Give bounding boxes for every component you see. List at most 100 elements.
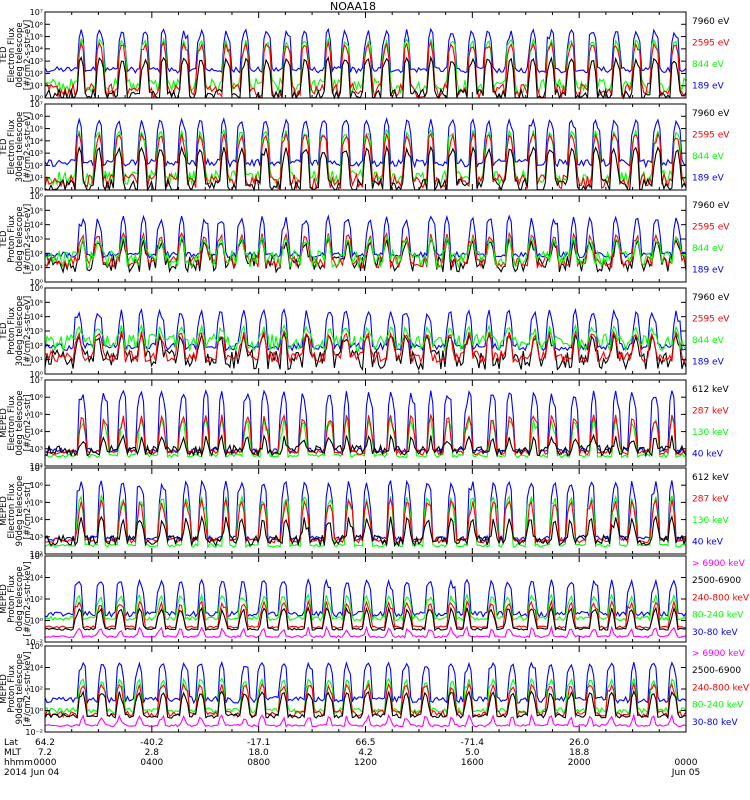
- series-2-2595-ev: [44, 131, 687, 190]
- y-tick-label: 10³: [30, 149, 43, 158]
- legend-entry: 844 eV: [692, 244, 725, 254]
- y-axis-label-line: 0deg telescope: [15, 390, 25, 455]
- y-axis-label-line: [#/cm2-s-str]: [23, 483, 33, 540]
- x-axis-time-label: 0000: [675, 758, 698, 768]
- legend-entry: 7960 eV: [692, 109, 730, 119]
- y-axis-label: MEPEDProton Flux90deg telescope[#/cm2-s-…: [0, 652, 33, 727]
- legend-entry: 40 keV: [692, 450, 724, 460]
- x-axis-time-label: 1600: [461, 758, 484, 768]
- y-tick-label: 10⁰: [30, 707, 43, 716]
- y-tick-label: 10⁶: [30, 192, 43, 201]
- legend-entry: 240-800 keV: [692, 593, 750, 603]
- y-axis-label-line: [#/cm2-s-str-keV]: [23, 562, 33, 637]
- y-tick-label: 10⁴: [30, 137, 43, 146]
- legend-entry: 287 keV: [692, 407, 729, 417]
- x-axis-row-label: 2014: [4, 768, 27, 778]
- y-axis-label-line: TED: [0, 230, 9, 249]
- panel-4: 10⁰ 10¹ 10² 10³ 10⁴ 10⁵ 10⁶ TEDProton Flux30deg…: [0, 284, 730, 379]
- x-axis-row-label: MLT: [4, 748, 22, 758]
- y-tick-label: 10²: [30, 462, 43, 471]
- y-tick-label: 10⁻²: [25, 638, 43, 647]
- y-axis-label-line: Proton Flux: [7, 215, 17, 263]
- y-tick-label: 10⁶: [30, 552, 43, 561]
- y-axis-label-line: Electron Flux: [7, 27, 17, 82]
- panel-5: 10² 10³ 10⁴ 10⁵ 10⁶ 10⁷ MEPEDElectron Flux0deg…: [0, 376, 729, 471]
- legend-entry: 7960 eV: [692, 201, 730, 211]
- x-axis-lat-label: -71.4: [461, 738, 485, 748]
- legend-entry: 2500-6900: [692, 576, 741, 586]
- y-tick-label: 10⁵: [30, 125, 43, 134]
- y-tick-label: 10⁶: [30, 284, 43, 293]
- series-6-612-kev: [44, 514, 687, 548]
- y-tick-label: 10⁴: [30, 574, 43, 583]
- y-tick-label: 10⁶: [30, 642, 43, 651]
- x-axis-mlt-label: 4.2: [358, 748, 372, 758]
- x-axis-mlt-label: 7.2: [38, 748, 52, 758]
- y-axis-label-line: Proton Flux: [7, 575, 17, 623]
- legend-entry: 2595 eV: [692, 315, 730, 325]
- page-title: NOAA18: [330, 0, 377, 13]
- y-tick-label: 10⁴: [30, 516, 43, 525]
- y-axis-label-line: Electron Flux: [7, 483, 17, 538]
- legend-entry: 130 keV: [692, 516, 729, 526]
- y-axis-label: MEPEDElectron Flux0deg telescope[#/cm2-s…: [0, 390, 33, 455]
- legend-entry: 240-800 keV: [692, 683, 750, 693]
- y-tick-label: 10¹: [30, 174, 43, 183]
- y-tick-label: 10⁰: [30, 278, 43, 287]
- y-tick-label: 10²: [30, 685, 43, 694]
- y-tick-label: 10⁶: [30, 20, 43, 29]
- y-tick-label: 10⁶: [30, 393, 43, 402]
- legend-entry: 2595 eV: [692, 39, 730, 49]
- y-tick-label: 10⁷: [30, 8, 43, 17]
- y-tick-label: 10⁴: [30, 221, 43, 230]
- legend-entry: > 6900 keV: [692, 559, 746, 569]
- y-tick-label: 10⁷: [30, 100, 43, 109]
- x-axis-time-label: 1200: [354, 758, 377, 768]
- y-tick-label: 10⁶: [30, 481, 43, 490]
- y-tick-label: 10⁵: [30, 298, 43, 307]
- x-axis-lat-label: 26.0: [569, 738, 589, 748]
- y-tick-label: 10⁶: [30, 112, 43, 121]
- y-tick-label: 10³: [30, 57, 43, 66]
- legend-entry: 130 keV: [692, 428, 729, 438]
- series-2-189-ev: [44, 116, 687, 169]
- legend-entry: > 6900 keV: [692, 649, 746, 659]
- legend-entry: 612 keV: [692, 385, 729, 395]
- y-axis-label-line: Electron Flux: [7, 119, 17, 174]
- panel-1: 10⁰ 10¹ 10² 10³ 10⁴ 10⁵ 10⁶ 10⁷ TEDElectron Flux…: [0, 8, 730, 103]
- panel-frame: [44, 103, 687, 191]
- legend-entry: 40 keV: [692, 538, 724, 548]
- y-tick-label: 10³: [30, 235, 43, 244]
- x-axis-time-label: 0000: [34, 758, 57, 768]
- x-axis-lat-label: 66.5: [355, 738, 375, 748]
- series-7-80-240-kev: [44, 592, 687, 623]
- y-tick-label: 10⁴: [30, 664, 43, 673]
- y-axis-label-line: MEPED: [0, 584, 9, 614]
- y-tick-label: 10¹: [30, 82, 43, 91]
- x-axis-mlt-label: 18.0: [249, 748, 269, 758]
- legend-entry: 844 eV: [692, 152, 725, 162]
- series-4-2595-ev: [44, 329, 687, 365]
- x-axis-lat-label: 64.2: [35, 738, 55, 748]
- y-axis-label-line: Proton Flux: [7, 307, 17, 355]
- y-tick-label: 10⁰: [30, 186, 43, 195]
- legend-entry: 189 eV: [692, 358, 725, 368]
- panel-2: 10⁰ 10¹ 10² 10³ 10⁴ 10⁵ 10⁶ 10⁷ TEDElectron Flux…: [0, 100, 730, 195]
- x-axis-row-label: hhmm: [4, 758, 33, 768]
- y-axis-label-line: [#/cm2-s-str-eV]: [23, 296, 33, 366]
- y-axis-label-line: 30deg telescope: [15, 112, 25, 183]
- series-6-287-kev: [44, 497, 687, 545]
- series-5-612-kev: [44, 433, 687, 458]
- y-axis-label-line: [#/cm2-s-str-eV]: [23, 204, 33, 274]
- legend-entry: 844 eV: [692, 60, 725, 70]
- x-axis-mlt-label: 18.8: [569, 748, 589, 758]
- legend-entry: 2500-6900: [692, 666, 741, 676]
- y-axis-label-line: TED: [0, 138, 9, 157]
- y-tick-label: 10⁰: [30, 94, 43, 103]
- y-axis-label-line: 0deg telescope: [15, 566, 25, 631]
- legend-entry: 189 eV: [692, 82, 725, 92]
- legend-entry: 7960 eV: [692, 17, 730, 27]
- series-4-844-ev: [44, 323, 687, 353]
